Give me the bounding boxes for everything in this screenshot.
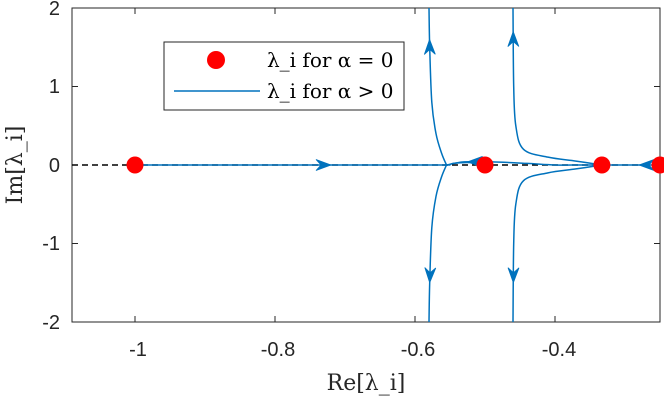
legend-label-alpha-positive: λ_i for α > 0 bbox=[267, 79, 394, 103]
x-tick-label: -0.6 bbox=[401, 339, 435, 361]
x-tick-label: -1 bbox=[129, 339, 147, 361]
y-tick-label: 0 bbox=[49, 155, 60, 177]
y-tick-label: 1 bbox=[49, 76, 60, 98]
legend-marker-alpha-zero bbox=[207, 51, 225, 69]
y-axis-label: Im[λ_i] bbox=[3, 126, 28, 205]
direction-arrow bbox=[424, 267, 437, 284]
marker-group bbox=[126, 156, 664, 174]
loci-group bbox=[135, 7, 660, 323]
x-tick-label: -0.8 bbox=[261, 339, 295, 361]
y-tick-label: -1 bbox=[42, 233, 60, 255]
legend: λ_i for α = 0 λ_i for α > 0 bbox=[163, 41, 405, 111]
y-tick-label: 2 bbox=[49, 0, 60, 20]
locus-curve bbox=[512, 164, 603, 323]
y-tick-label: -2 bbox=[42, 312, 60, 334]
x-axis-label: Re[λ_i] bbox=[327, 371, 406, 396]
eigenvalue-marker bbox=[476, 156, 494, 174]
direction-arrow bbox=[507, 267, 520, 284]
direction-arrow bbox=[315, 159, 333, 171]
eigenvalue-marker bbox=[651, 156, 664, 174]
locus-curve bbox=[428, 164, 448, 323]
locus-curve bbox=[446, 160, 660, 166]
eigenvalue-marker bbox=[126, 156, 144, 174]
direction-arrow bbox=[507, 30, 520, 47]
direction-arrow bbox=[637, 159, 655, 171]
x-tick-label: -0.4 bbox=[542, 339, 576, 361]
direction-arrow bbox=[423, 38, 436, 55]
eigenvalue-marker bbox=[593, 156, 611, 174]
legend-box bbox=[163, 41, 405, 111]
legend-label-alpha-zero: λ_i for α = 0 bbox=[267, 48, 394, 72]
locus-curve bbox=[512, 7, 603, 166]
